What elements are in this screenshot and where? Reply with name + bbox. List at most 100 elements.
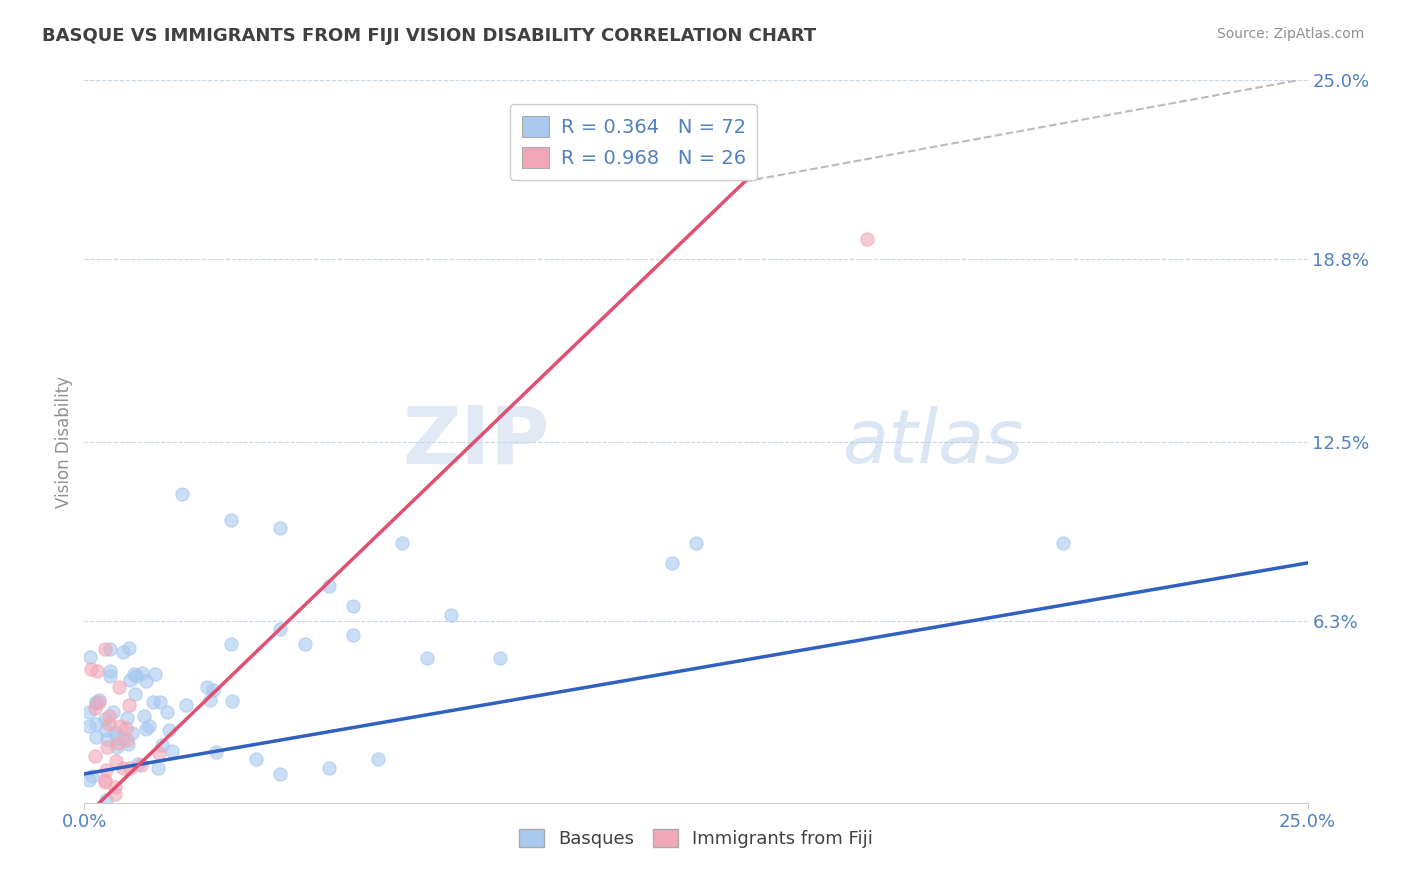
Y-axis label: Vision Disability: Vision Disability [55,376,73,508]
Point [156,705,179,719]
Point [121,726,143,740]
Point [94,775,117,789]
Point [80,661,103,675]
Point [245,752,267,766]
Point [96,739,118,754]
Point [201,682,224,697]
Point [97,709,120,723]
Point [416,651,439,665]
Point [86,696,108,710]
Point [104,780,127,794]
Point [150,739,173,753]
Point [318,579,340,593]
Point [96,793,118,807]
Point [135,722,157,736]
Point [105,739,128,754]
Point [157,723,180,737]
Point [342,599,364,614]
Point [98,717,121,731]
Point [83,700,105,714]
Point [84,730,107,744]
Point [198,693,221,707]
Point [160,744,183,758]
Point [143,666,166,681]
Point [174,698,197,712]
Legend: Basques, Immigrants from Fiji: Basques, Immigrants from Fiji [512,822,880,855]
Point [86,665,108,679]
Point [94,763,117,777]
Point [205,746,228,760]
Point [149,695,172,709]
Point [122,667,145,681]
Point [87,695,110,709]
Point [219,512,242,526]
Point [117,737,139,751]
Point [77,718,100,732]
Point [94,723,117,738]
Point [84,717,107,731]
Point [131,758,153,772]
Point [269,521,291,535]
Point [107,736,129,750]
Point [118,673,141,688]
Point [84,748,107,763]
Point [131,665,153,680]
Point [101,706,124,720]
Point [661,556,683,570]
Point [856,232,879,246]
Point [98,665,121,679]
Point [269,767,291,781]
Point [391,535,413,549]
Point [96,731,118,746]
Point [93,712,115,726]
Point [125,669,148,683]
Text: atlas: atlas [842,406,1024,477]
Point [148,746,170,760]
Point [107,680,129,694]
Point [367,752,389,766]
Point [172,486,194,500]
Point [104,726,127,740]
Text: BASQUE VS IMMIGRANTS FROM FIJI VISION DISABILITY CORRELATION CHART: BASQUE VS IMMIGRANTS FROM FIJI VISION DI… [42,27,817,45]
Point [117,732,139,747]
Point [111,645,134,659]
Point [84,695,107,709]
Point [1052,535,1074,549]
Point [685,535,707,549]
Point [112,761,135,775]
Point [77,772,100,787]
Point [105,731,128,745]
Point [87,693,110,707]
Point [120,761,142,775]
Point [132,709,155,723]
Point [124,687,146,701]
Point [79,650,101,665]
Point [294,637,316,651]
Point [318,761,340,775]
Point [94,773,117,788]
Point [118,641,141,656]
Point [80,769,103,783]
Point [221,693,243,707]
Point [219,637,242,651]
Point [93,642,115,657]
Point [108,719,131,733]
Point [269,623,291,637]
Point [489,651,512,665]
Point [114,721,136,735]
Point [135,673,157,688]
Point [98,669,121,683]
Point [440,607,463,622]
Point [117,711,139,725]
Point [77,705,100,719]
Point [104,787,127,801]
Point [104,754,127,768]
Point [118,698,141,712]
Point [138,719,160,733]
Text: ZIP: ZIP [402,402,550,481]
Point [112,732,135,747]
Point [98,642,121,657]
Text: Source: ZipAtlas.com: Source: ZipAtlas.com [1216,27,1364,41]
Point [142,695,165,709]
Point [146,761,169,775]
